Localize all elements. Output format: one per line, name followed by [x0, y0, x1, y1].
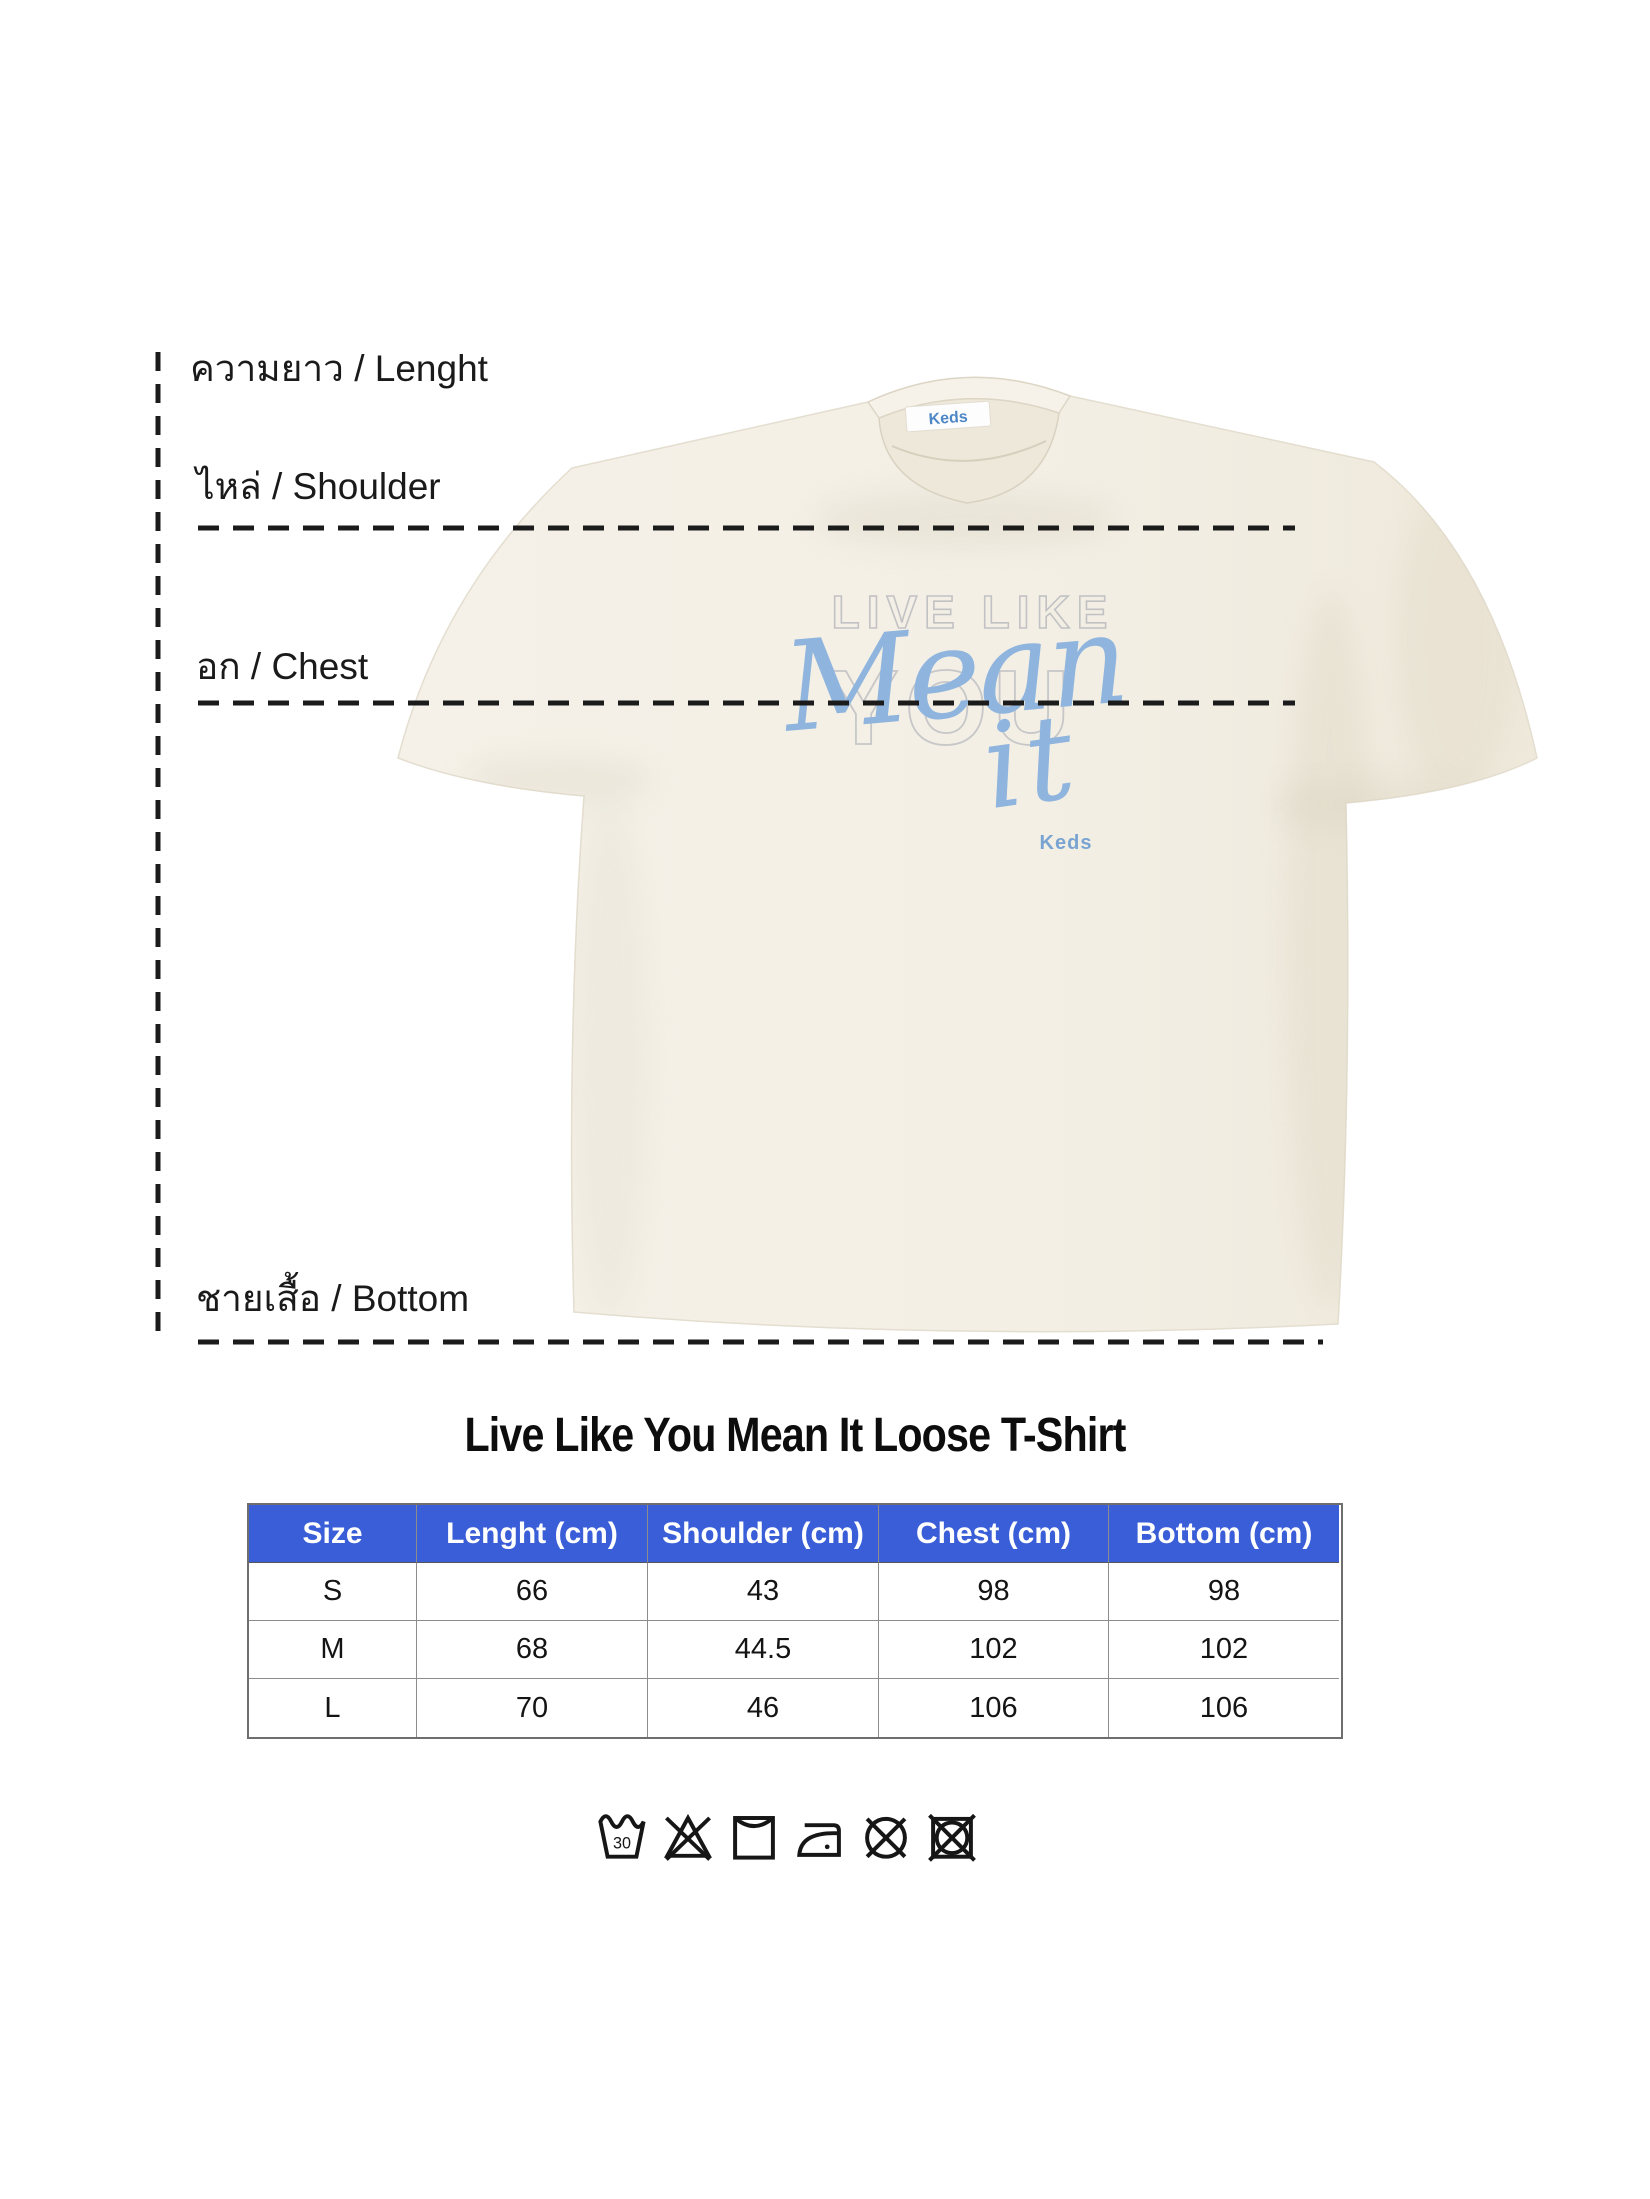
- size-table: Size Lenght (cm) Shoulder (cm) Chest (cm…: [247, 1503, 1343, 1739]
- table-cell: 106: [879, 1679, 1109, 1737]
- collar-tag-text: Keds: [928, 409, 968, 429]
- graphic-livelike-outline-text: LIVE LIKE: [832, 586, 1115, 638]
- do-not-dry-clean-icon: [865, 1816, 907, 1859]
- bottom-label: ชายเสื้อ / Bottom: [196, 1278, 470, 1319]
- size-table-header-chest: Chest (cm): [879, 1505, 1109, 1563]
- keds-logo-text: Keds: [1040, 832, 1093, 854]
- table-cell: 66: [417, 1563, 648, 1621]
- wash-temp-label: 30: [613, 1835, 631, 1853]
- do-not-bleach-icon: [663, 1813, 713, 1861]
- collar: Keds: [866, 376, 1072, 504]
- length-label: ความยาว / Lenght: [190, 348, 488, 389]
- wash-30-icon: 30: [598, 1814, 646, 1859]
- care-symbols-row: 30: [137, 1806, 1437, 1866]
- size-table-header-bottom: Bottom (cm): [1109, 1505, 1339, 1563]
- chest-graphic: YOU LIVE LIKE Mean it Keds: [776, 585, 1131, 854]
- table-cell: 102: [879, 1621, 1109, 1679]
- table-cell: 102: [1109, 1621, 1339, 1679]
- size-table-header-size: Size: [249, 1505, 417, 1563]
- table-cell-size-s: S: [249, 1563, 417, 1621]
- table-cell: 106: [1109, 1679, 1339, 1737]
- measurement-lines: [155, 352, 1323, 1345]
- graphic-it-script-text: it: [975, 687, 1086, 837]
- table-cell: 43: [648, 1563, 879, 1621]
- collar-seam: [891, 440, 1047, 462]
- table-cell: 70: [417, 1679, 648, 1737]
- table-cell-size-l: L: [249, 1679, 417, 1737]
- graphic-mean-script-text: Mean: [776, 588, 1131, 761]
- table-cell: 98: [1109, 1563, 1339, 1621]
- line-dry-icon: [733, 1816, 775, 1860]
- collar-tag: Keds: [904, 400, 992, 433]
- do-not-tumble-dry-icon: [928, 1813, 976, 1862]
- table-cell: 44.5: [648, 1621, 879, 1679]
- table-cell-size-m: M: [249, 1621, 417, 1679]
- table-cell: 46: [648, 1679, 879, 1737]
- graphic-you-outline-text: YOU: [828, 649, 1076, 767]
- table-cell: 68: [417, 1621, 648, 1679]
- collar-band: [866, 376, 1072, 419]
- shoulder-label: ไหล่ / Shoulder: [196, 466, 441, 507]
- size-table-header-length: Lenght (cm): [417, 1505, 648, 1563]
- iron-low-icon: [797, 1823, 841, 1857]
- chest-label: อก / Chest: [196, 646, 369, 687]
- table-cell: 98: [879, 1563, 1109, 1621]
- product-title: Live Like You Mean It Loose T-Shirt: [464, 1409, 1126, 1462]
- size-table-header-shoulder: Shoulder (cm): [648, 1505, 879, 1563]
